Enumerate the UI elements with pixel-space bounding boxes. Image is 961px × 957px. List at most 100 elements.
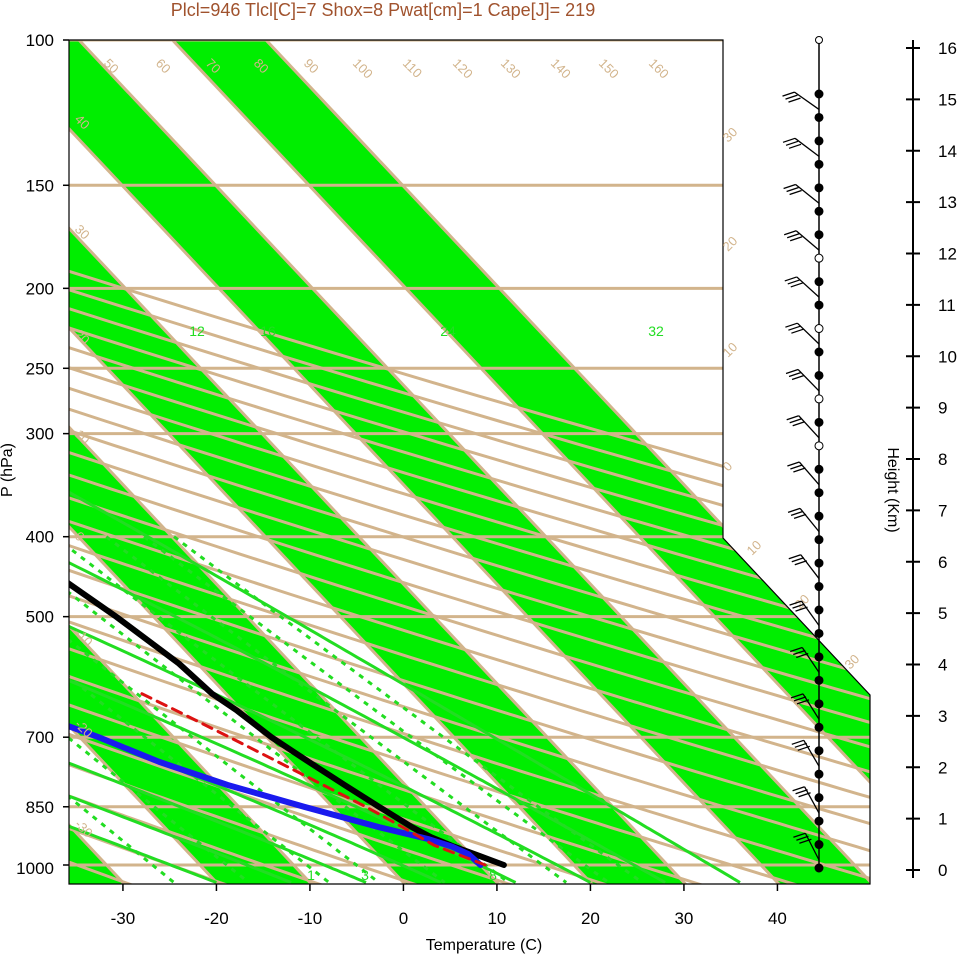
wind-barb-feather: [787, 507, 801, 513]
wind-level-dot: [814, 675, 824, 685]
wind-barb-feather: [792, 421, 805, 427]
dry-adiabat: [69, 40, 727, 884]
dry-adiabat: [69, 40, 870, 884]
height-tick-label: 9: [938, 399, 947, 418]
dry-adiabat: [69, 40, 870, 884]
dry-adiabat: [69, 40, 823, 884]
mixing-ratio-line: [173, 535, 644, 884]
moist-adiabat: [69, 286, 292, 884]
wind-barb-feather: [789, 236, 803, 242]
mixing-ratio-line: [69, 535, 380, 884]
temperature-tick-label: -20: [204, 909, 229, 928]
wind-barb-shaft: [803, 739, 820, 767]
isotherm-label: 60: [153, 56, 174, 77]
height-tick-label: 5: [938, 604, 947, 623]
isotherm-label: 100: [350, 56, 376, 82]
wind-barb-feather: [788, 97, 801, 103]
wind-barb-shaft: [800, 600, 820, 626]
pressure-tick-label: 1000: [16, 859, 54, 878]
wind-level-dot: [814, 136, 824, 146]
temperature-axis: -30 -20 -10 0 10 20 30 40: [111, 884, 787, 928]
sounding-series: [69, 40, 507, 868]
pressure-tick-label: 700: [26, 728, 54, 747]
wind-level-dot: [814, 277, 824, 287]
wind-level-dot: [814, 159, 824, 169]
wind-barb-shaft: [796, 276, 820, 298]
isotherm-label: 130: [498, 56, 524, 82]
dewpoint-line: [69, 71, 484, 868]
pressure-tick-label: 200: [26, 279, 54, 298]
mixing-ratio-label: 8: [489, 867, 497, 883]
isotherm-lines: [69, 40, 870, 884]
isotherm: [229, 40, 870, 884]
wind-level-dot: [814, 488, 824, 498]
wind-barb-shaft: [802, 693, 820, 720]
wind-barb-feather: [790, 646, 803, 653]
wind-barb-feather: [799, 838, 812, 844]
dry-adiabat: [69, 40, 870, 884]
wind-barb-feather: [789, 600, 802, 606]
pressure-tick-label: 300: [26, 425, 54, 444]
mixing-ratio-lines: [69, 535, 644, 884]
height-tick-label: 0: [938, 861, 947, 880]
pressure-axis: 100 150 200 250 300 400 500 700 850 1000: [16, 31, 69, 878]
wind-barb-feather: [793, 513, 807, 519]
isotherm-label: 140: [548, 56, 574, 82]
chart-header: Plcl=946 Tlcl[C]=7 Shox=8 Pwat[cm]=1 Cap…: [171, 0, 595, 20]
wind-barb-feather: [793, 467, 806, 473]
temperature-band: [69, 40, 870, 884]
wind-barb-feather: [796, 699, 810, 705]
wind-barb-feather: [795, 789, 808, 795]
temperature-tick-label: 30: [674, 909, 693, 928]
y-axis-title: P (hPa): [0, 443, 16, 497]
wind-barb-feather: [789, 418, 802, 424]
wind-level-dot: [814, 746, 824, 756]
temperature-tick-label: 20: [581, 909, 600, 928]
wind-level-dot: [814, 816, 824, 826]
wind-level-dot: [814, 324, 824, 334]
isotherm: [69, 40, 789, 884]
wind-barb-shaft: [795, 184, 820, 204]
temperature-tick-label: 0: [399, 909, 408, 928]
temperature-band: [69, 40, 694, 884]
height-tick-label: 6: [938, 553, 947, 572]
wind-level-dot: [814, 370, 824, 380]
wind-barb-feather: [786, 233, 800, 239]
wind-barbs: [782, 36, 824, 873]
isotherm: [135, 40, 870, 884]
isotherm-label: 160: [646, 56, 672, 82]
isotherm: [69, 40, 695, 884]
temperature-band: [137, 40, 870, 884]
wind-barb-feather: [785, 322, 798, 328]
wind-barb-feather: [782, 91, 795, 97]
wind-barb-feather: [789, 189, 802, 196]
wind-station-dot: [815, 36, 823, 44]
isotherm: [69, 40, 508, 884]
pressure-tick-label: 250: [26, 359, 54, 378]
moist-adiabat-label: 12: [189, 323, 205, 339]
dry-adiabat: [69, 40, 870, 884]
isotherm-label: 110: [400, 56, 425, 81]
wind-level-dot: [814, 89, 824, 99]
wind-level-dot: [814, 722, 824, 732]
wind-barb-shaft: [794, 91, 820, 110]
wind-barb-shaft: [794, 137, 820, 157]
temperature-bands: [69, 40, 870, 884]
temperature-band: [69, 40, 320, 884]
pressure-tick-label: 500: [26, 608, 54, 627]
pressure-tick-label: 400: [26, 528, 54, 547]
wind-barb-feather: [792, 603, 805, 609]
wind-barb-feather: [794, 742, 808, 748]
wind-barb-shaft: [804, 832, 820, 861]
height-axis-title: Height (Km): [884, 447, 901, 532]
wind-barb-feather: [792, 786, 805, 792]
wind-level-dot: [814, 441, 824, 451]
wind-level-dot: [814, 793, 824, 803]
height-tick-label: 7: [938, 501, 947, 520]
dry-adiabat: [69, 40, 870, 884]
wind-barb-feather: [798, 792, 811, 798]
wind-barb-feather: [790, 693, 804, 699]
temperature-line: [69, 40, 507, 868]
wind-barb-feather: [793, 696, 807, 702]
height-tick-label: 14: [938, 142, 957, 161]
